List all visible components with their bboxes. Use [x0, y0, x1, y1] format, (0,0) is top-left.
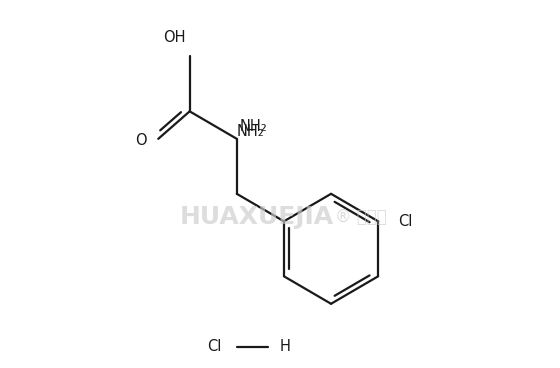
Text: ® 化学加: ® 化学加: [335, 208, 387, 226]
Text: OH: OH: [163, 29, 185, 45]
Text: Cl: Cl: [207, 339, 221, 354]
Text: HUAXUEJIA: HUAXUEJIA: [179, 205, 334, 229]
Text: NH₂: NH₂: [240, 119, 268, 134]
Text: O: O: [135, 133, 146, 148]
Text: H: H: [280, 339, 291, 354]
Text: NH₂: NH₂: [237, 124, 264, 139]
Text: Cl: Cl: [398, 214, 412, 229]
